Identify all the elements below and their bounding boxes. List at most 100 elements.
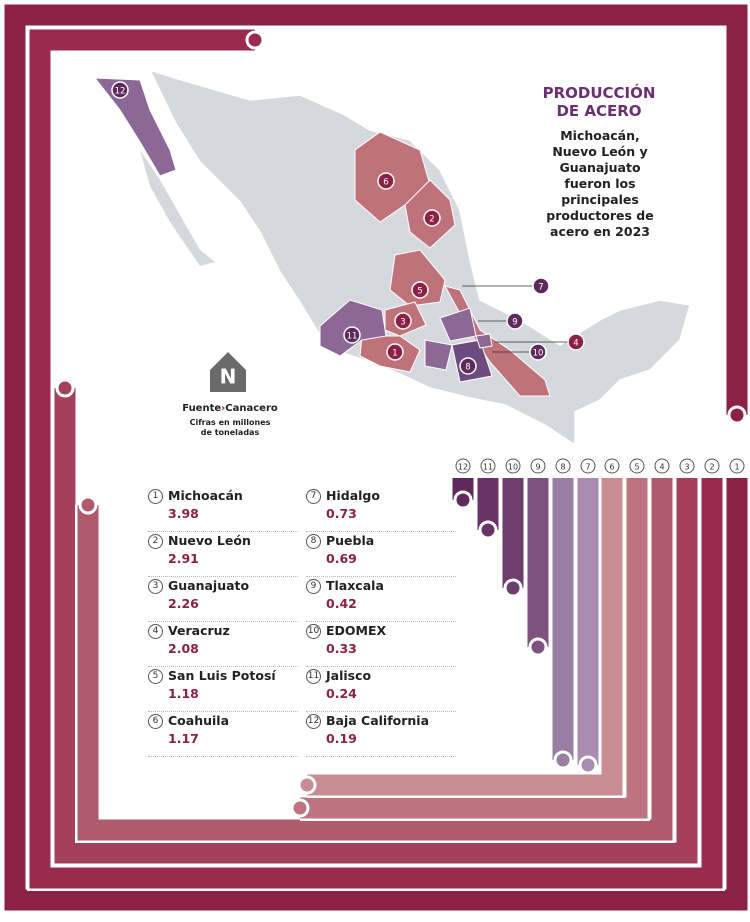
- marker: [343, 326, 361, 344]
- subtitle: Michoacán, Nuevo León y Guanajuato fuero…: [546, 128, 654, 239]
- list-name: Veracruz: [168, 623, 230, 638]
- bar-rank-circle: [530, 458, 546, 474]
- list-name: EDOMEX: [326, 623, 387, 638]
- source-arrow: ›: [221, 403, 226, 414]
- marker-rank: 1: [392, 349, 397, 359]
- state-tlaxcala: [475, 333, 493, 349]
- band: [77, 478, 673, 841]
- band: [4, 4, 748, 911]
- list-value: 3.98: [168, 506, 199, 521]
- bar-rank: 12: [458, 463, 468, 472]
- marker: [506, 312, 524, 330]
- list-item: 6 Coahuila 1.17: [148, 712, 298, 757]
- marker: [529, 343, 547, 361]
- marker: [411, 281, 429, 299]
- marker: [386, 343, 404, 361]
- bar-rank: 6: [609, 463, 614, 472]
- list-item: 2 Nuevo León 2.91: [148, 532, 298, 577]
- marker: [567, 333, 585, 351]
- list-value: 0.19: [326, 731, 357, 746]
- source: Fuente›Canacero: [160, 403, 300, 414]
- bar-rank-circle: [480, 458, 496, 474]
- band-end: [453, 490, 473, 510]
- list-rank: 4: [148, 624, 163, 639]
- list-rank: 5: [148, 669, 163, 684]
- bar-rank-circle: [679, 458, 695, 474]
- bar-rank: 11: [483, 463, 493, 472]
- marker-rank: 11: [347, 332, 358, 342]
- band-end: [290, 798, 310, 818]
- list-item: 8 Puebla 0.69: [306, 532, 456, 577]
- logo: N: [210, 352, 246, 392]
- list-item: 3 Guanajuato 2.26: [148, 577, 298, 622]
- bar-rank: 4: [659, 463, 664, 472]
- list-name: Nuevo León: [168, 533, 251, 548]
- band-end: [78, 495, 98, 515]
- marker-rank: 4: [573, 339, 578, 349]
- bar-rank-circle: [580, 458, 596, 474]
- list-rank: 9: [306, 579, 321, 594]
- marker-rank: 12: [115, 87, 126, 97]
- band-end: [478, 520, 498, 540]
- state-san-luis-potosi: [389, 249, 446, 307]
- band: [54, 388, 698, 864]
- state-edomex: [424, 339, 453, 371]
- list-value: 0.33: [326, 641, 357, 656]
- list-value: 0.69: [326, 551, 357, 566]
- list-value: 0.42: [326, 596, 357, 611]
- bar-rank: 8: [560, 463, 565, 472]
- bar-rank-circle: [604, 458, 620, 474]
- source-name: Canacero: [225, 403, 278, 414]
- list-name: Michoacán: [168, 488, 243, 503]
- list-name: Tlaxcala: [326, 578, 384, 593]
- note: Cifras en millones de toneladas: [189, 418, 271, 437]
- list-rank: 8: [306, 534, 321, 549]
- list-value: 2.91: [168, 551, 199, 566]
- marker: [111, 81, 129, 99]
- list-name: Guanajuato: [168, 578, 250, 593]
- list-rank: 2: [148, 534, 163, 549]
- bar-rank: 10: [508, 463, 518, 472]
- list-value: 1.18: [168, 686, 199, 701]
- list-item: 4 Veracruz 2.08: [148, 622, 298, 667]
- bar-rank-circle: [555, 458, 571, 474]
- list-value: 1.17: [168, 731, 199, 746]
- logo-shape: [210, 352, 246, 392]
- marker: [423, 209, 441, 227]
- marker-rank: 3: [400, 318, 405, 328]
- list-rank: 3: [148, 579, 163, 594]
- marker-rank: 9: [512, 318, 517, 328]
- marker-rank: 10: [533, 349, 544, 359]
- state-baja-california: [93, 77, 177, 177]
- list-name: Baja California: [326, 713, 430, 728]
- band: [307, 478, 623, 796]
- list-name: Coahuila: [168, 713, 229, 728]
- title: PRODUCCIÓN DE ACERO: [542, 84, 656, 120]
- list-rank: 10: [306, 624, 321, 639]
- band-end: [727, 405, 747, 425]
- marker-rank: 8: [465, 363, 470, 373]
- list-value: 0.24: [326, 686, 357, 701]
- band-end: [55, 378, 75, 398]
- list-name: Puebla: [326, 533, 375, 548]
- marker: [532, 277, 550, 295]
- list-item: 1 Michoacán 3.98: [148, 487, 298, 532]
- list-value: 2.08: [168, 641, 199, 656]
- list-item: 10 EDOMEX 0.33: [306, 622, 456, 667]
- marker-rank: 5: [417, 287, 422, 297]
- list-item: 5 San Luis Potosí 1.18: [148, 667, 298, 712]
- band: [300, 478, 648, 819]
- bar-rank-circle: [505, 458, 521, 474]
- band-end: [245, 30, 265, 50]
- list-rank: 1: [148, 489, 163, 504]
- band: [29, 29, 723, 889]
- band-end: [553, 750, 573, 770]
- bar-rank: 3: [684, 463, 689, 472]
- marker: [459, 357, 477, 375]
- list-item: 7 Hidalgo 0.73: [306, 487, 456, 532]
- bar-rank-circle: [729, 458, 745, 474]
